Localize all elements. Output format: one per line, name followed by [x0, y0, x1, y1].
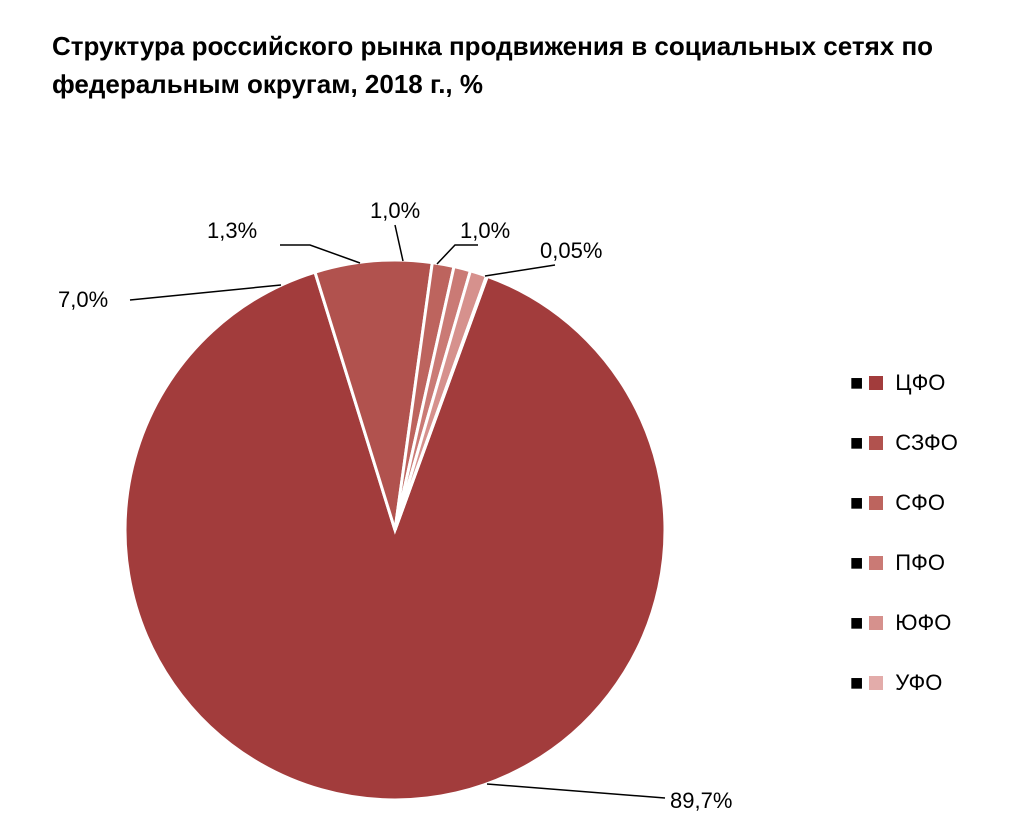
legend-marker-icon: ■ [850, 550, 863, 576]
data-label: 1,3% [207, 218, 257, 244]
legend-swatch [869, 496, 883, 510]
data-label: 7,0% [58, 287, 108, 313]
legend-label: СЗФО [895, 430, 958, 456]
legend-item: ■ СЗФО [850, 430, 958, 456]
data-label: 1,0% [460, 218, 510, 244]
legend-swatch [869, 676, 883, 690]
leader-line [485, 265, 555, 276]
legend-item: ■ УФО [850, 670, 958, 696]
legend-marker-icon: ■ [850, 610, 863, 636]
legend-marker-icon: ■ [850, 370, 863, 396]
legend-marker-icon: ■ [850, 430, 863, 456]
data-label: 89,7% [670, 788, 732, 814]
legend-label: СФО [895, 490, 945, 516]
legend-label: ЮФО [895, 610, 951, 636]
legend-item: ■ ЦФО [850, 370, 958, 396]
leader-line [437, 245, 478, 264]
legend-item: ■ ПФО [850, 550, 958, 576]
legend-swatch [869, 436, 883, 450]
legend-label: ЦФО [895, 370, 945, 396]
legend-label: ПФО [895, 550, 945, 576]
legend: ■ ЦФО ■ СЗФО ■ СФО ■ ПФО ■ ЮФО ■ УФО [850, 370, 958, 730]
leader-line [395, 225, 403, 261]
legend-swatch [869, 616, 883, 630]
legend-item: ■ ЮФО [850, 610, 958, 636]
legend-marker-icon: ■ [850, 670, 863, 696]
leader-line [280, 245, 360, 263]
legend-item: ■ СФО [850, 490, 958, 516]
legend-swatch [869, 556, 883, 570]
data-label: 0,05% [540, 238, 602, 264]
legend-label: УФО [895, 670, 942, 696]
data-label: 1,0% [370, 198, 420, 224]
legend-swatch [869, 376, 883, 390]
leader-line [487, 784, 665, 798]
legend-marker-icon: ■ [850, 490, 863, 516]
